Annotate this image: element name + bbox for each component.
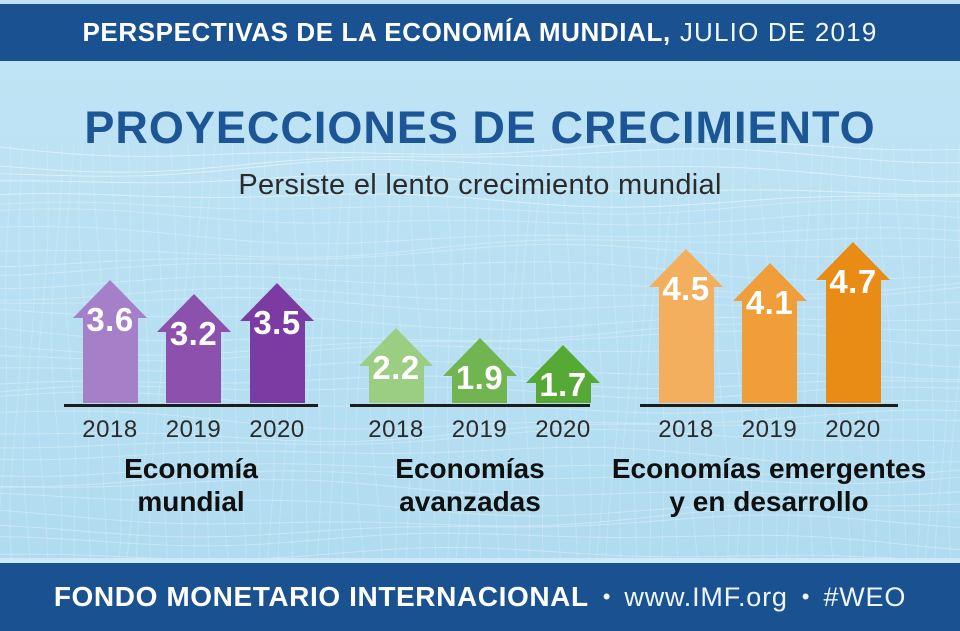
footer-hashtag: #WEO — [823, 581, 907, 612]
arrow-value-label: 2.2 — [372, 349, 420, 386]
growth-arrow: 3.2 — [156, 294, 231, 404]
arrow-value-label: 3.6 — [86, 301, 134, 338]
group-label-line: Economía — [124, 453, 258, 484]
arrow-up-icon — [649, 249, 723, 287]
page-subtitle: Persiste el lento crecimiento mundial — [238, 169, 722, 201]
group-label: Economías avanzadas — [350, 452, 590, 518]
group-label-line: mundial — [137, 486, 245, 517]
year-label: 2018 — [82, 416, 138, 443]
arrow-group: 3.6 3.2 3.5 2018 2019 2020 Economía mundial — [64, 234, 318, 518]
footer-org-name: FONDO MONETARIO INTERNACIONAL — [53, 581, 589, 612]
year-axis: 2018 2019 2020 — [350, 416, 590, 448]
arrow-up-icon — [359, 328, 433, 366]
arrow-up-icon — [240, 283, 314, 321]
group-label: Economías emergentes y en desarrollo — [612, 452, 926, 518]
year-label: 2020 — [825, 416, 881, 443]
growth-arrow: 4.1 — [732, 263, 807, 404]
header-title-bold: PERSPECTIVAS DE LA ECONOMÍA MUNDIAL, — [82, 17, 671, 47]
arrow-up-icon — [156, 294, 231, 332]
growth-arrow: 3.6 — [73, 280, 148, 404]
arrow-shaft — [535, 382, 591, 403]
footer-website: www.IMF.org — [624, 581, 788, 612]
bullet-separator-icon: • — [801, 584, 810, 609]
arrow-shaft — [742, 300, 797, 403]
top-edge-strip — [0, 0, 960, 4]
arrow-shaft — [249, 320, 305, 403]
year-label: 2018 — [658, 416, 714, 443]
arrow-value-label: 1.7 — [539, 366, 587, 403]
arrow-shaft — [166, 331, 221, 403]
growth-arrow: 2.2 — [359, 328, 434, 404]
header-banner: PERSPECTIVAS DE LA ECONOMÍA MUNDIAL, JUL… — [0, 4, 960, 61]
arrow-up-icon — [816, 242, 890, 280]
arrow-shaft — [82, 317, 138, 403]
bottom-edge-strip — [0, 558, 960, 563]
year-label: 2019 — [165, 416, 222, 443]
year-axis: 2018 2019 2020 — [64, 416, 318, 448]
arrow-value-label: 3.5 — [253, 304, 301, 341]
growth-arrow: 1.7 — [526, 345, 601, 404]
growth-arrow: 1.9 — [442, 338, 517, 404]
growth-arrow: 3.5 — [240, 283, 315, 404]
bullet-separator-icon: • — [602, 584, 611, 609]
growth-arrow: 4.7 — [816, 242, 891, 404]
arrow-value-label: 1.9 — [455, 359, 504, 396]
baseline-axis: 3.6 3.2 3.5 — [64, 234, 318, 407]
year-label: 2019 — [451, 416, 508, 443]
arrow-group: 2.2 1.9 1.7 2018 2019 2020 Economías avanzadas — [350, 234, 600, 518]
group-label: Economía mundial — [64, 452, 318, 518]
group-label-line: y en desarrollo — [669, 486, 869, 517]
arrow-up-icon — [526, 345, 600, 383]
arrow-value-label: 4.1 — [745, 284, 794, 321]
baseline-axis: 4.5 4.1 4.7 — [640, 234, 898, 407]
arrow-value-label: 3.2 — [169, 315, 218, 352]
growth-arrow: 4.5 — [649, 249, 724, 404]
baseline-axis: 2.2 1.9 1.7 — [350, 234, 600, 407]
group-label-line: Economías emergentes — [611, 453, 927, 484]
arrow-group: 4.5 4.1 4.7 2018 2019 2020 Economías emergente… — [612, 234, 926, 518]
arrow-up-icon — [732, 263, 807, 301]
arrow-shaft — [368, 365, 424, 403]
group-label-line: Economías — [395, 453, 545, 484]
year-label: 2020 — [535, 416, 591, 443]
header-title-date: JULIO DE 2019 — [679, 17, 878, 47]
page-title: PROYECCIONES DE CRECIMIENTO — [84, 102, 876, 153]
group-label-line: avanzadas — [399, 486, 541, 517]
year-label: 2018 — [368, 416, 424, 443]
year-label: 2020 — [249, 416, 305, 443]
arrow-shaft — [452, 375, 507, 403]
arrow-up-icon — [73, 280, 147, 318]
footer-banner: FONDO MONETARIO INTERNACIONAL • www.IMF.… — [0, 563, 960, 631]
year-axis: 2018 2019 2020 — [640, 416, 898, 448]
arrow-shaft — [658, 286, 714, 403]
arrow-up-icon — [442, 338, 517, 376]
arrow-value-label: 4.7 — [829, 263, 877, 300]
arrow-shaft — [825, 279, 881, 403]
year-label: 2019 — [741, 416, 798, 443]
arrow-value-label: 4.5 — [662, 270, 710, 307]
